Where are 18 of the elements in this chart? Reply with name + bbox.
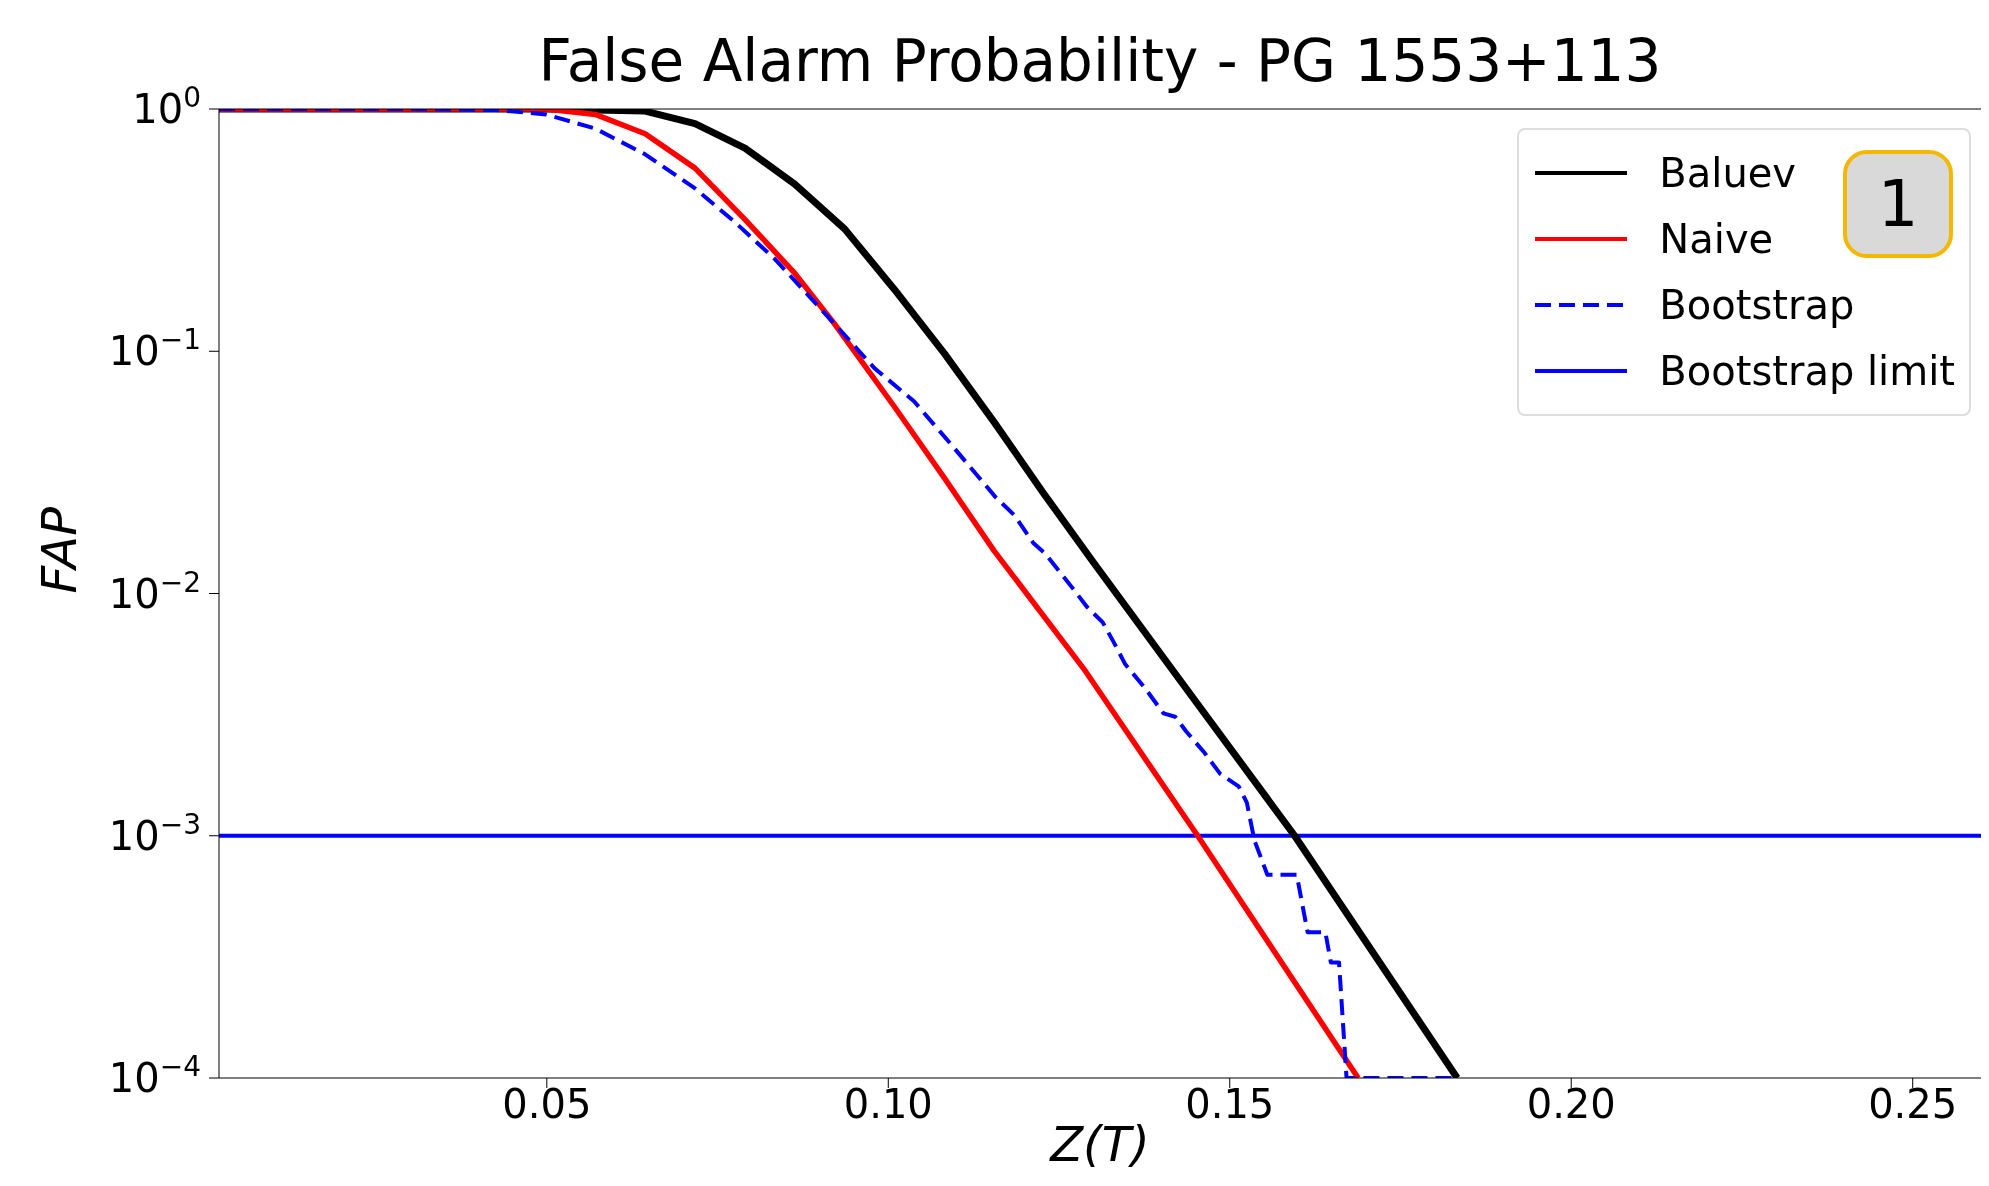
y-tick-label: 10$^{−1}$	[108, 322, 201, 375]
y-tick-label: 10$^{−4}$	[108, 1049, 201, 1101]
x-tick-label: 0.15	[1185, 1081, 1275, 1128]
y-tick-label: 10$^{0}$	[132, 80, 201, 132]
legend-label: Bootstrap	[1659, 282, 1855, 328]
legend-label: Bootstrap limit	[1659, 348, 1955, 394]
legend-label: Baluev	[1659, 150, 1797, 196]
y-axis-title: FAP	[31, 506, 88, 594]
x-tick-label: 0.25	[1868, 1081, 1958, 1128]
y-tick-label: 10$^{−2}$	[108, 565, 201, 617]
x-axis-title: Z(T)	[1050, 1116, 1150, 1172]
x-tick-label: 0.05	[502, 1081, 592, 1128]
annotation: 1	[1877, 167, 1919, 241]
legend-label: Naive	[1659, 216, 1774, 262]
x-tick-label: 0.10	[843, 1081, 933, 1128]
y-tick-label: 10$^{−3}$	[108, 807, 201, 859]
chart-title: False Alarm Probability - PG 1553+113	[538, 27, 1662, 95]
x-tick-label: 0.20	[1526, 1081, 1616, 1128]
